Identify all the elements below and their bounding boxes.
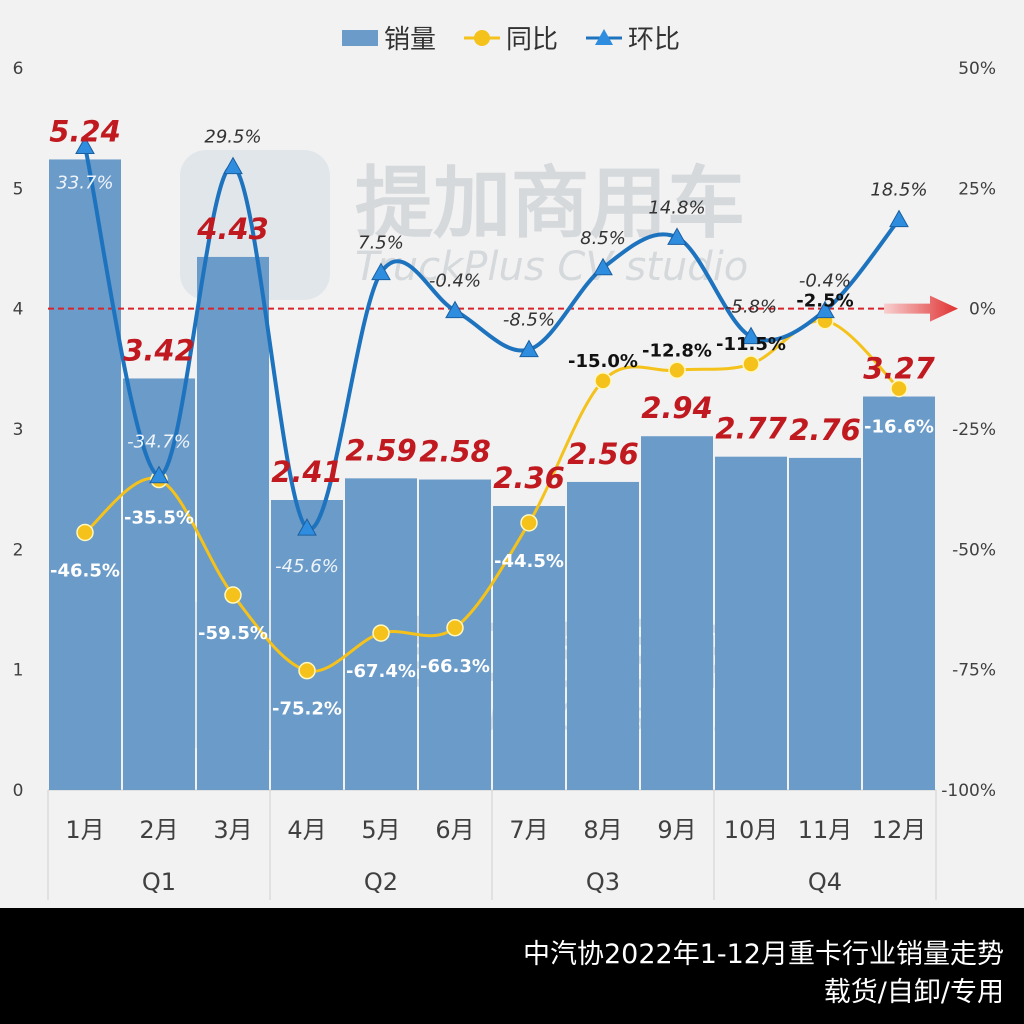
mom-value-label: -0.4% <box>429 271 481 292</box>
sales-value-label: 2.58 <box>419 435 491 469</box>
x-tick-label: 11月 <box>798 816 853 844</box>
sales-bar <box>493 506 565 790</box>
yoy-marker <box>373 625 389 641</box>
yoy-value-label: -59.5% <box>198 623 268 644</box>
sales-value-label: 3.42 <box>123 333 195 367</box>
y-left-tick-label: 6 <box>13 59 24 79</box>
y-left-tick-label: 5 <box>13 179 24 199</box>
y-right-tick-label: -75% <box>952 661 996 681</box>
y-right-tick-label: 50% <box>958 59 996 79</box>
x-tick-label: 2月 <box>139 816 178 844</box>
legend-label: 销量 <box>384 25 436 55</box>
yoy-marker <box>225 587 241 603</box>
x-tick-label: 7月 <box>509 816 548 844</box>
mom-value-label: 18.5% <box>870 180 927 201</box>
sales-chart: 提加商用车TruckPlus CV studio提加商用车TruckPlus C… <box>0 0 1024 1024</box>
sales-bar <box>567 482 639 790</box>
yoy-value-label: -75.2% <box>272 699 342 720</box>
x-tick-label: 5月 <box>361 816 400 844</box>
yoy-value-label: -66.3% <box>420 656 490 677</box>
y-right-tick-label: 25% <box>958 179 996 199</box>
sales-bar <box>197 257 269 790</box>
yoy-marker <box>299 663 315 679</box>
mom-marker <box>890 211 908 227</box>
legend-label: 同比 <box>506 25 558 55</box>
y-right-tick-label: -25% <box>952 420 996 440</box>
x-tick-label: 3月 <box>213 816 252 844</box>
yoy-value-label: -15.0% <box>568 351 638 372</box>
sales-bar <box>789 458 861 790</box>
y-right-tick-label: -100% <box>941 781 996 801</box>
yoy-marker <box>595 373 611 389</box>
mom-value-label: -45.6% <box>275 556 339 577</box>
mom-value-label: 29.5% <box>204 127 261 148</box>
sales-value-label: 2.76 <box>789 413 861 447</box>
quarter-label: Q4 <box>808 868 842 896</box>
legend-bar-swatch <box>342 30 378 46</box>
yoy-value-label: -11.5% <box>716 334 786 355</box>
sales-bar <box>715 457 787 790</box>
quarter-label: Q1 <box>142 868 176 896</box>
sales-bar <box>49 159 121 790</box>
sales-value-label: 2.36 <box>493 461 565 495</box>
y-left-tick-label: 2 <box>13 540 24 560</box>
sales-value-label: 2.77 <box>715 412 787 446</box>
y-right-tick-label: 0% <box>969 300 996 320</box>
x-tick-label: 12月 <box>872 816 927 844</box>
sales-value-label: 4.43 <box>196 212 269 246</box>
yoy-marker <box>77 524 93 540</box>
sales-value-label: 5.24 <box>49 114 121 148</box>
mom-value-label: 7.5% <box>358 233 404 254</box>
sales-bar <box>641 436 713 790</box>
mom-value-label: -5.8% <box>725 297 777 318</box>
yoy-value-label: -12.8% <box>642 340 712 361</box>
y-left-tick-label: 1 <box>13 661 24 681</box>
yoy-value-label: -67.4% <box>346 661 416 682</box>
mom-value-label: 14.8% <box>648 197 705 218</box>
yoy-marker <box>669 362 685 378</box>
x-tick-label: 1月 <box>65 816 104 844</box>
sales-bar <box>863 397 935 790</box>
yoy-value-label: -44.5% <box>494 551 564 572</box>
mom-value-label: 33.7% <box>56 172 113 193</box>
yoy-value-label: -2.5% <box>796 291 853 312</box>
yoy-marker <box>743 356 759 372</box>
x-tick-label: 6月 <box>435 816 474 844</box>
y-right-tick-label: -50% <box>952 540 996 560</box>
x-tick-label: 4月 <box>287 816 326 844</box>
reference-arrow-icon <box>884 296 958 322</box>
x-tick-label: 10月 <box>724 816 779 844</box>
sales-value-label: 2.41 <box>271 455 343 489</box>
quarter-label: Q3 <box>586 868 620 896</box>
yoy-value-label: -35.5% <box>124 508 194 529</box>
footer-caption: 中汽协2022年1-12月重卡行业销量走势 载货/自卸/专用 <box>0 908 1024 1024</box>
mom-value-label: -0.4% <box>799 271 851 292</box>
x-tick-label: 9月 <box>657 816 696 844</box>
mom-value-label: 8.5% <box>580 228 626 249</box>
legend-circle-icon <box>474 30 490 46</box>
y-left-tick-label: 0 <box>13 781 24 801</box>
legend-label: 环比 <box>628 25 680 55</box>
sales-value-label: 3.27 <box>863 352 935 386</box>
sales-value-label: 2.94 <box>641 391 713 425</box>
footer-title: 中汽协2022年1-12月重卡行业销量走势 <box>523 932 1004 971</box>
mom-value-label: -34.7% <box>127 432 191 453</box>
footer-subtitle: 载货/自卸/专用 <box>824 970 1004 1009</box>
sales-value-label: 2.59 <box>345 433 417 467</box>
yoy-marker <box>521 515 537 531</box>
x-tick-label: 8月 <box>583 816 622 844</box>
y-left-tick-label: 3 <box>13 420 24 440</box>
y-left-tick-label: 4 <box>13 300 24 320</box>
yoy-marker <box>447 620 463 636</box>
quarter-label: Q2 <box>364 868 398 896</box>
yoy-value-label: -16.6% <box>864 417 934 438</box>
sales-value-label: 2.56 <box>567 437 639 471</box>
mom-value-label: -8.5% <box>503 310 555 331</box>
sales-bar <box>271 500 343 790</box>
yoy-value-label: -46.5% <box>50 560 120 581</box>
